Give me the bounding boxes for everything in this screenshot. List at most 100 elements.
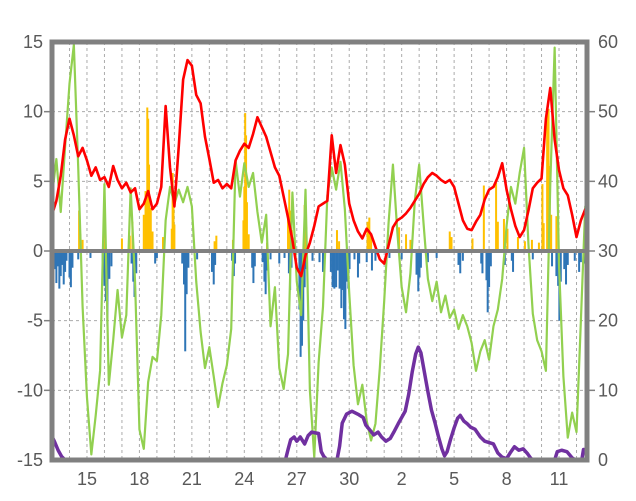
orange-bar: [506, 228, 509, 251]
right-axis-tick-label: 60: [598, 32, 618, 52]
x-axis-tick-label: 15: [77, 469, 97, 489]
blue-bar: [56, 251, 59, 267]
blue-bar: [253, 251, 256, 267]
blue-bar: [251, 251, 254, 268]
x-axis-tick-label: 27: [287, 469, 307, 489]
blue-bar: [61, 251, 64, 265]
blue-bar: [154, 251, 157, 264]
orange-bar: [215, 235, 218, 251]
blue-bar: [480, 251, 483, 264]
blue-bar: [579, 251, 582, 263]
blue-bar: [353, 251, 356, 260]
purple-line: [52, 345, 587, 460]
x-axis-tick-label: 11: [550, 469, 569, 489]
left-axis-tick-label: 15: [23, 32, 43, 52]
blue-bar: [68, 251, 71, 278]
right-axis-tick-label: 0: [598, 450, 608, 470]
blue-bar: [62, 251, 65, 285]
orange-bar: [405, 234, 408, 251]
orange-bar: [448, 231, 451, 251]
blue-bar: [329, 251, 332, 272]
orange-bar: [502, 218, 505, 251]
orange-bar: [523, 241, 526, 251]
blue-bar: [457, 251, 460, 265]
blue-bar: [486, 251, 489, 313]
blue-bar: [212, 251, 215, 285]
orange-bar: [450, 237, 453, 251]
left-axis-tick-label: 0: [33, 241, 43, 261]
blue-bar: [566, 251, 569, 265]
orange-bar: [247, 234, 250, 251]
blue-bar: [278, 251, 281, 264]
orange-bar: [245, 135, 248, 251]
left-axis-tick-label: 10: [23, 102, 43, 122]
orange-bar: [495, 182, 498, 251]
blue-bar: [418, 251, 421, 278]
blue-bar: [356, 251, 359, 278]
orange-bar: [555, 216, 558, 251]
blue-bar: [108, 251, 111, 279]
left-axis-tick-label: -10: [17, 380, 43, 400]
orange-bar: [409, 239, 412, 251]
blue-bar: [318, 251, 321, 263]
gridlines: [52, 42, 587, 460]
blue-bar: [252, 251, 255, 284]
blue-bar: [426, 251, 429, 263]
blue-bar: [71, 251, 74, 268]
orange-bar: [151, 231, 154, 251]
blue-bar: [335, 251, 338, 288]
blue-bar: [311, 251, 314, 261]
blue-bar: [489, 251, 492, 267]
blue-bar: [298, 251, 301, 310]
right-axis-tick-label: 30: [598, 241, 618, 261]
blue-bar: [283, 251, 286, 258]
orange-bar: [398, 227, 401, 251]
right-axis-tick-label: 20: [598, 311, 618, 331]
red-line: [52, 58, 587, 278]
left-axis-tick-label: 5: [33, 171, 43, 191]
blue-bar: [69, 251, 72, 288]
orange-bar: [120, 238, 123, 251]
green-line: [52, 43, 587, 459]
blue-bar: [417, 251, 420, 292]
blue-bar: [388, 251, 391, 258]
blue-bar: [234, 251, 237, 264]
blue-bar: [573, 251, 576, 261]
blue-bar: [485, 251, 488, 281]
x-axis-tick-label: 21: [182, 469, 202, 489]
blue-bar: [336, 251, 339, 271]
orange-bar: [530, 239, 533, 251]
blue-bar: [342, 251, 345, 320]
blue-bar: [578, 251, 581, 272]
orange-bar: [496, 221, 499, 251]
right-axis-tick-label: 10: [598, 380, 618, 400]
blue-bar: [210, 251, 213, 272]
series-layer: [52, 43, 587, 460]
x-axis-tick-label: 24: [234, 469, 254, 489]
orange-bar: [541, 184, 544, 251]
blue-bar: [340, 251, 343, 309]
blue-bar: [269, 251, 272, 260]
blue-bar: [512, 251, 515, 272]
x-axis-tick-label: 2: [397, 469, 407, 489]
blue-bar: [481, 251, 484, 274]
blue-bar: [341, 251, 344, 291]
right-axis-tick-label: 50: [598, 102, 618, 122]
orange-bar: [546, 115, 549, 251]
blue-bar: [551, 251, 554, 267]
blue-bar: [563, 251, 566, 270]
blue-bar: [53, 251, 56, 270]
blue-bar: [344, 251, 347, 330]
orange-bar: [148, 164, 151, 251]
blue-bar: [196, 251, 199, 260]
x-axis-tick-label: 8: [502, 469, 512, 489]
blue-bar: [365, 251, 368, 263]
orange-bar: [537, 242, 540, 251]
blue-bar: [555, 251, 558, 277]
blue-bar: [77, 251, 80, 260]
blue-bar: [130, 251, 133, 264]
orange-bar: [149, 207, 152, 251]
